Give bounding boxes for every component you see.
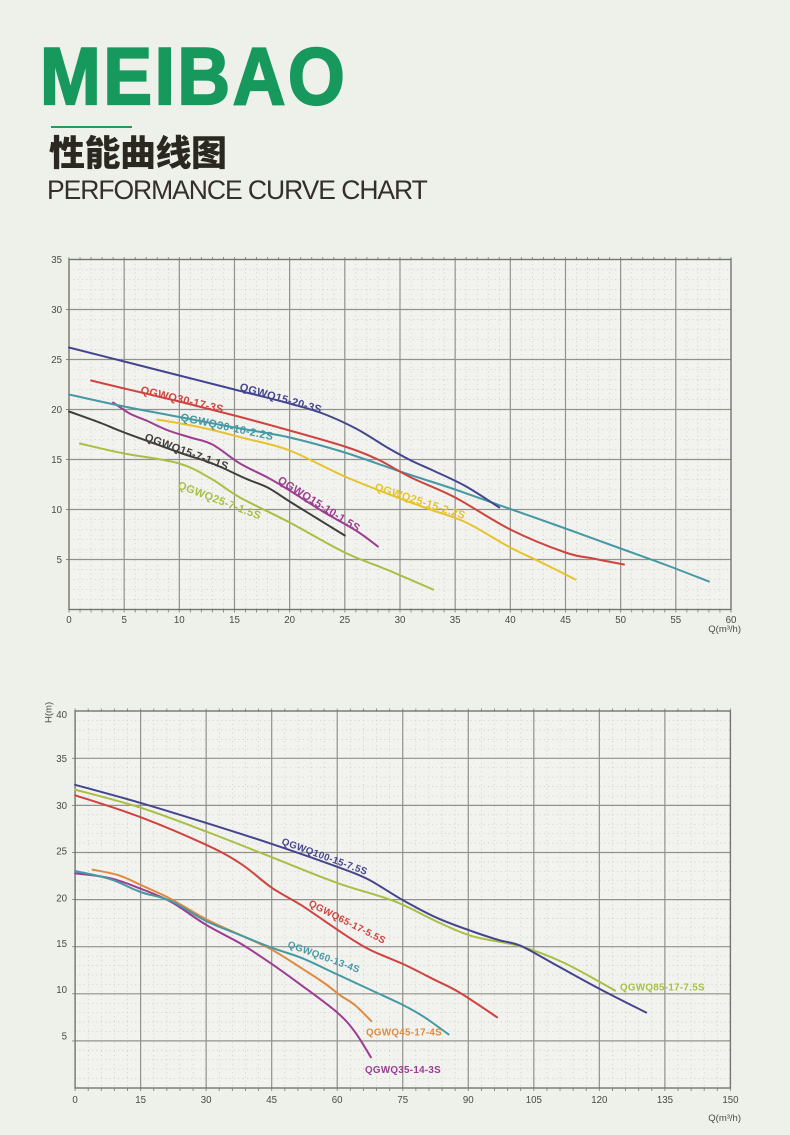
svg-text:5: 5 [57,555,62,566]
svg-text:5: 5 [122,615,127,626]
svg-text:0: 0 [66,615,72,626]
svg-text:20: 20 [284,615,295,626]
svg-text:Q(m³/h): Q(m³/h) [708,1113,741,1124]
svg-text:30: 30 [201,1095,212,1106]
svg-text:20: 20 [56,893,67,904]
svg-text:45: 45 [266,1095,277,1106]
svg-text:15: 15 [56,939,67,950]
svg-text:10: 10 [174,615,185,626]
svg-text:10: 10 [51,505,62,516]
svg-text:120: 120 [591,1095,608,1106]
svg-text:30: 30 [51,305,62,316]
svg-text:QGWQ35-14-3S: QGWQ35-14-3S [365,1065,441,1076]
svg-text:Q(m³/h): Q(m³/h) [708,624,741,635]
svg-text:35: 35 [51,255,62,266]
svg-text:25: 25 [339,615,350,626]
svg-text:60: 60 [332,1095,343,1106]
svg-text:25: 25 [56,847,67,858]
svg-text:35: 35 [56,754,67,765]
svg-text:5: 5 [62,1031,67,1042]
svg-text:40: 40 [505,615,516,626]
svg-text:30: 30 [56,801,67,812]
svg-text:60: 60 [726,615,737,626]
svg-text:15: 15 [135,1095,146,1106]
svg-text:15: 15 [51,455,62,466]
svg-text:50: 50 [615,615,626,626]
svg-text:15: 15 [229,615,240,626]
svg-text:10: 10 [56,985,67,996]
svg-text:0: 0 [72,1095,78,1106]
svg-text:75: 75 [397,1095,408,1106]
svg-text:QGWQ45-17-4S: QGWQ45-17-4S [366,1028,442,1039]
svg-text:20: 20 [51,405,62,416]
svg-text:30: 30 [395,615,406,626]
svg-text:105: 105 [526,1095,542,1106]
svg-text:55: 55 [670,615,681,626]
svg-text:35: 35 [450,615,461,626]
svg-text:150: 150 [722,1095,739,1106]
svg-text:45: 45 [560,615,571,626]
svg-text:90: 90 [463,1095,474,1106]
svg-text:H(m): H(m) [44,702,55,723]
svg-text:40: 40 [56,710,67,721]
svg-text:25: 25 [51,355,62,366]
svg-text:QGWQ85-17-7.5S: QGWQ85-17-7.5S [620,983,705,994]
svg-text:135: 135 [657,1095,673,1106]
